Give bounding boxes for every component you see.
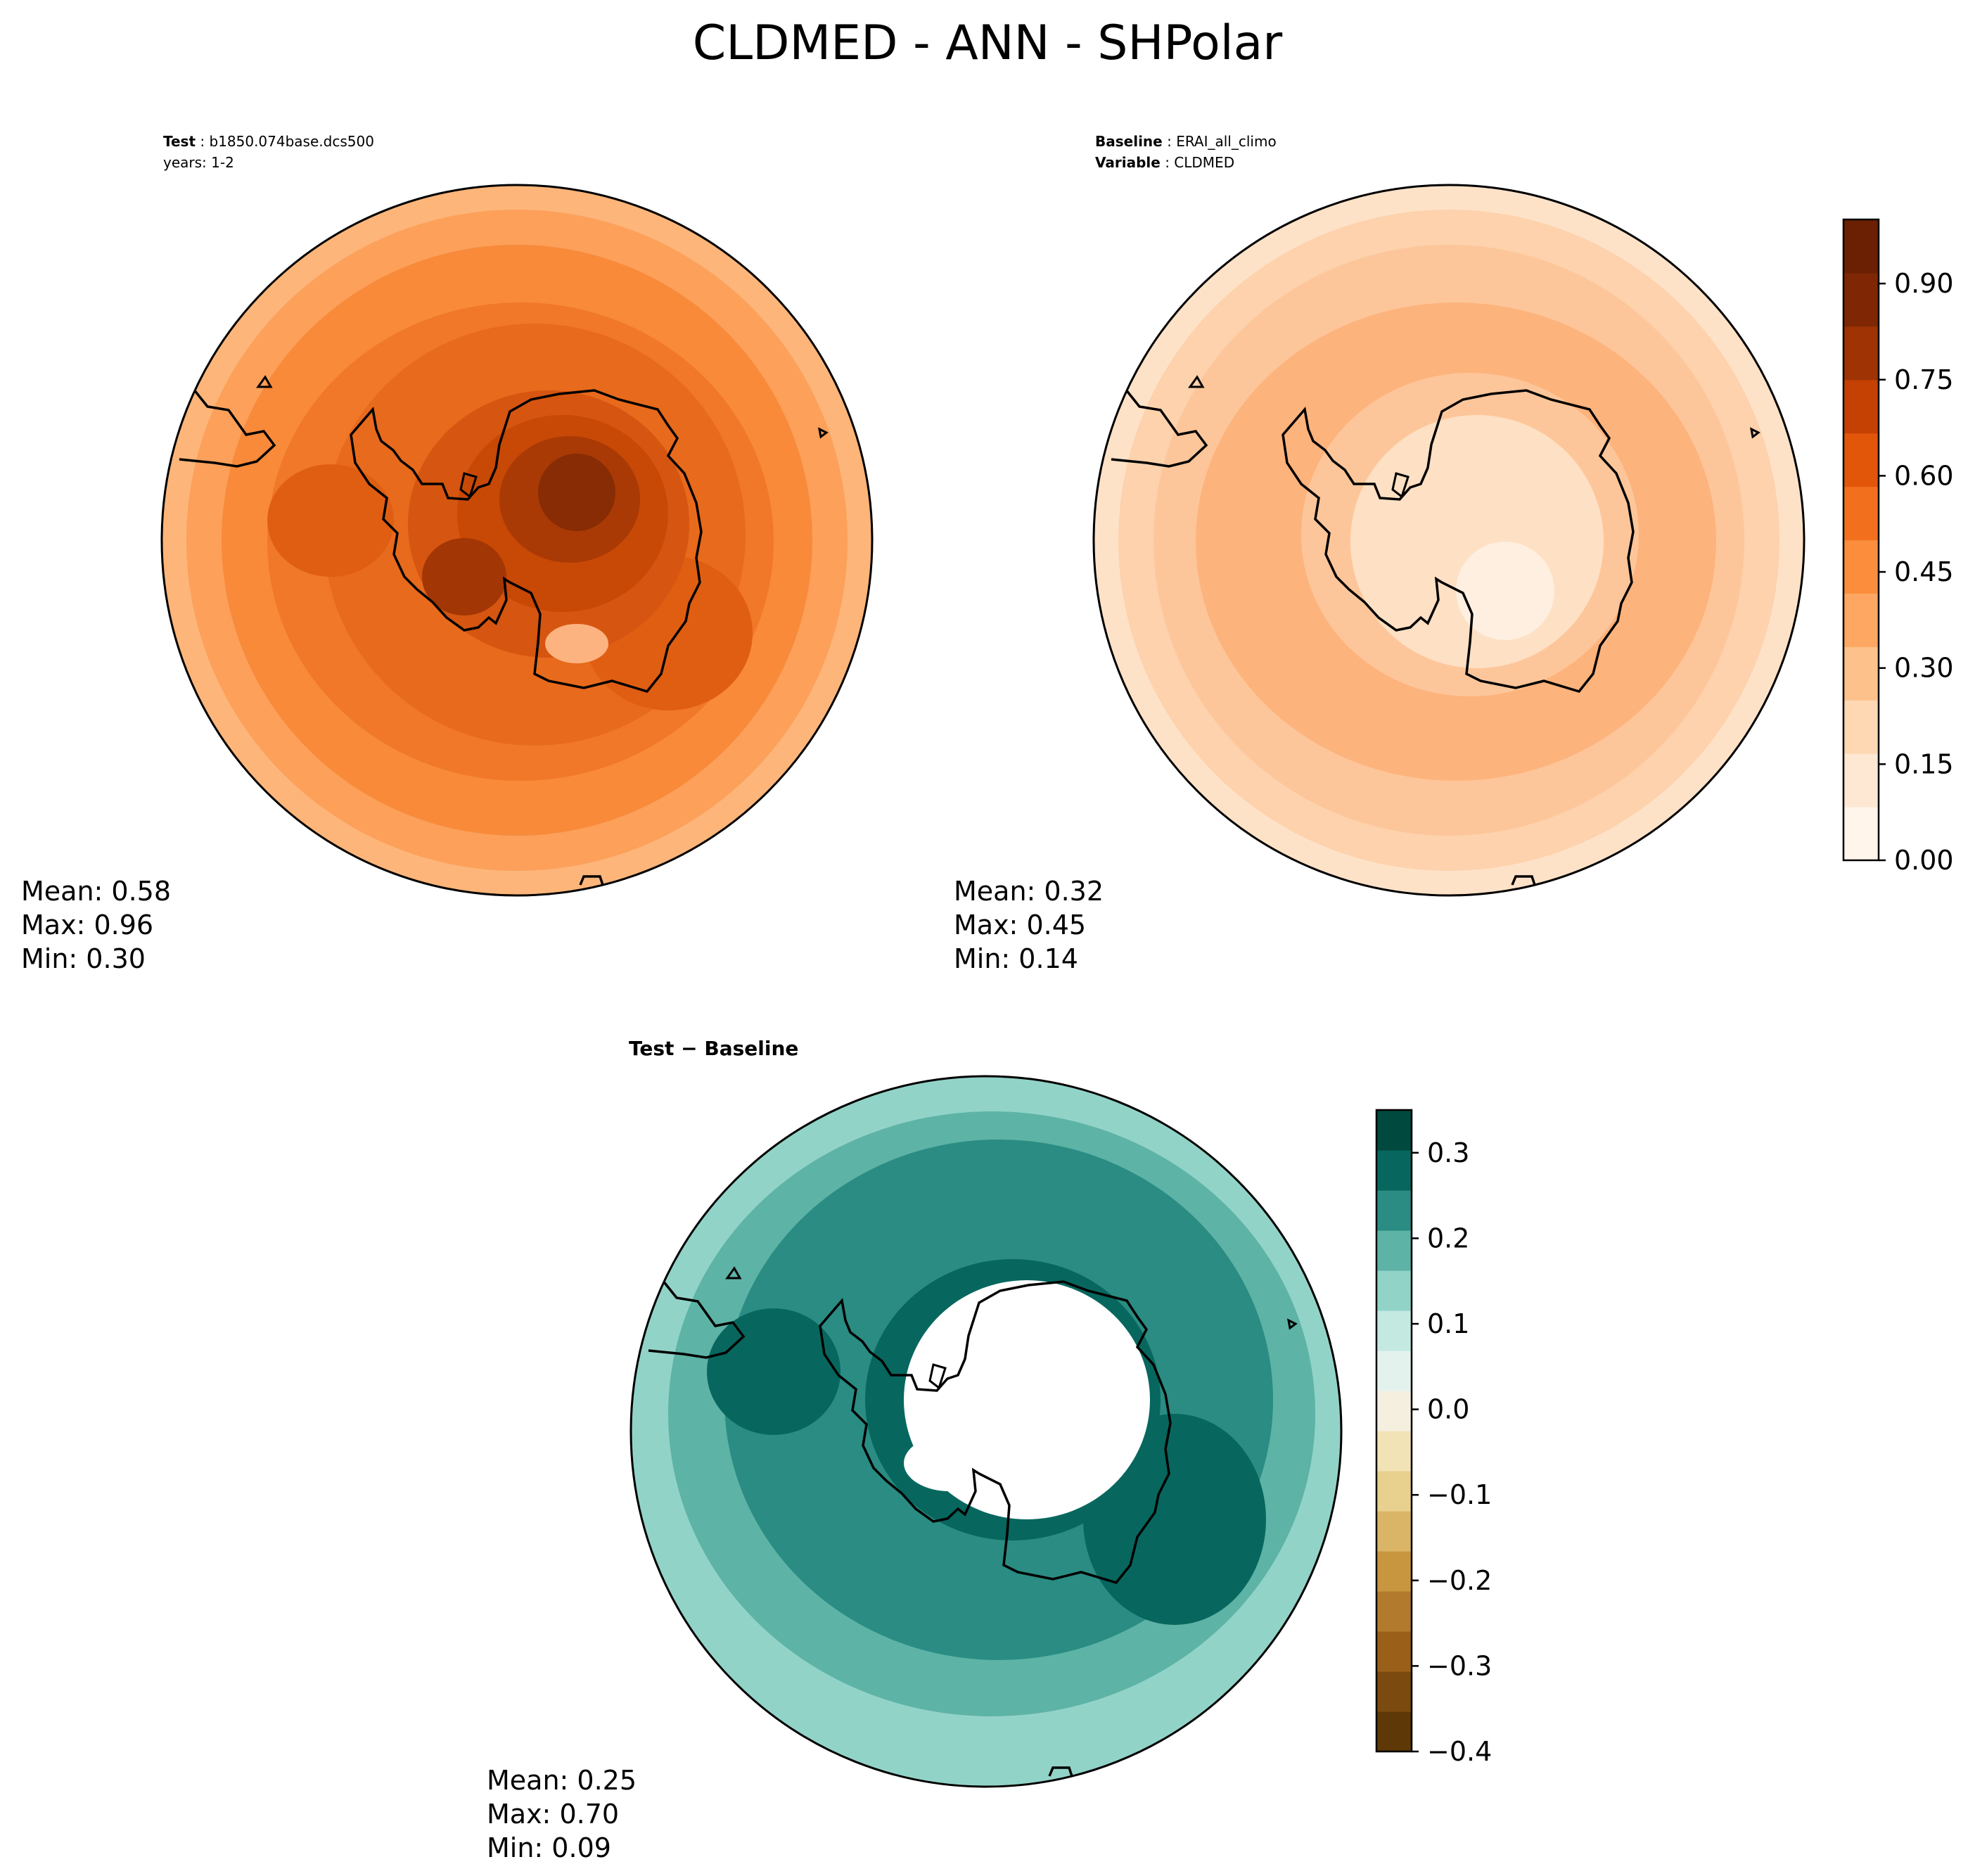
baseline-colorbar-segment	[1843, 326, 1879, 381]
baseline-label-value: ERAI_all_climo	[1176, 133, 1277, 150]
test-label-key: Test	[163, 133, 196, 150]
baseline-colorbar-tick-label: 0.00	[1894, 845, 1954, 876]
baseline-colorbar-segment	[1843, 753, 1879, 808]
diff-map	[631, 1076, 1341, 1787]
test-years: years: 1-2	[163, 154, 234, 171]
baseline-colorbar-segment	[1843, 593, 1879, 647]
test-header: Test : b1850.074base.dcs500 years: 1-2	[163, 133, 374, 171]
test-label-value: b1850.074base.dcs500	[209, 133, 374, 150]
baseline-colorbar-tick-label: 0.90	[1894, 268, 1954, 299]
diff-max: Max: 0.70	[487, 1799, 620, 1830]
baseline-colorbar-segment	[1843, 219, 1879, 274]
diff-colorbar-segment	[1376, 1190, 1412, 1231]
diff-colorbar-segment	[1376, 1150, 1412, 1191]
baseline-map-frame	[1092, 184, 1805, 897]
diff-colorbar-segment	[1376, 1310, 1412, 1351]
baseline-max: Max: 0.45	[954, 910, 1087, 940]
test-map-frame	[160, 184, 874, 897]
test-mean: Mean: 0.58	[21, 876, 172, 907]
baseline-colorbar: 0.00 0.15 0.30 0.45 0.60 0.75 0.90	[1842, 218, 1954, 876]
test-min: Min: 0.30	[21, 943, 146, 974]
diff-colorbar-tick-label: −0.4	[1427, 1736, 1492, 1767]
diff-stats: Mean: 0.25 Max: 0.70 Min: 0.09	[487, 1763, 637, 1865]
diff-header: Test − Baseline	[629, 1037, 799, 1060]
diff-colorbar-segment	[1376, 1631, 1412, 1672]
diff-colorbar-tick-label: −0.3	[1427, 1650, 1492, 1681]
diff-colorbar-segment	[1376, 1351, 1412, 1391]
baseline-min: Min: 0.14	[954, 943, 1078, 974]
baseline-header: Baseline : ERAI_all_climo Variable : CLD…	[1095, 133, 1277, 171]
test-field-light	[545, 624, 608, 663]
baseline-label-key: Baseline	[1095, 133, 1163, 150]
diff-colorbar: −0.4 −0.3 −0.2 −0.1 0.0 0.1 0.2 0.3	[1375, 1109, 1492, 1767]
baseline-colorbar-segment	[1843, 272, 1879, 327]
baseline-stats: Mean: 0.32 Max: 0.45 Min: 0.14	[954, 874, 1104, 976]
test-max: Max: 0.96	[21, 910, 154, 940]
baseline-colorbar-segment	[1843, 646, 1879, 701]
test-field-band9	[422, 538, 506, 615]
diff-colorbar-tick-label: −0.2	[1427, 1565, 1492, 1596]
diff-colorbar-tick-label: 0.0	[1427, 1394, 1469, 1425]
diff-map-frame	[629, 1075, 1343, 1788]
baseline-mean: Mean: 0.32	[954, 876, 1104, 907]
diff-colorbar-segment	[1376, 1230, 1412, 1271]
diff-colorbar-segment	[1376, 1110, 1412, 1151]
baseline-field-light	[1456, 542, 1554, 640]
diff-colorbar-tick-label: 0.1	[1427, 1308, 1469, 1339]
baseline-colorbar-segment	[1843, 433, 1879, 487]
baseline-colorbar-segment	[1843, 807, 1879, 861]
baseline-colorbar-segment	[1843, 379, 1879, 434]
diff-field-interior-west	[904, 1435, 995, 1491]
baseline-colorbar-tick-label: 0.60	[1894, 460, 1954, 491]
diff-colorbar-segment	[1376, 1391, 1412, 1431]
baseline-colorbar-tick-label: 0.15	[1894, 748, 1954, 779]
diff-colorbar-segment	[1376, 1551, 1412, 1592]
baseline-colorbar-segment	[1843, 540, 1879, 594]
baseline-map	[1094, 185, 1804, 895]
diff-colorbar-tick-label: −0.1	[1427, 1479, 1492, 1510]
diff-colorbar-frame	[1375, 1109, 1413, 1753]
baseline-var-key: Variable	[1095, 154, 1161, 171]
baseline-colorbar-segment	[1843, 486, 1879, 541]
diff-colorbar-segment	[1376, 1431, 1412, 1472]
diff-mean: Mean: 0.25	[487, 1765, 637, 1796]
diff-colorbar-tick-label: 0.3	[1427, 1137, 1469, 1168]
diff-min: Min: 0.09	[487, 1832, 611, 1863]
diff-colorbar-segment	[1376, 1511, 1412, 1552]
baseline-colorbar-tick-label: 0.75	[1894, 364, 1954, 395]
test-map	[162, 185, 872, 895]
diff-colorbar-segment	[1376, 1270, 1412, 1311]
figure-title: CLDMED - ANN - SHPolar	[692, 15, 1283, 71]
baseline-var-value: CLDMED	[1174, 154, 1235, 171]
baseline-colorbar-tick-label: 0.30	[1894, 653, 1954, 684]
baseline-colorbar-segment	[1843, 700, 1879, 754]
diff-colorbar-segment	[1376, 1711, 1412, 1752]
test-field-patch-west	[267, 464, 394, 577]
diff-colorbar-tick-label: 0.2	[1427, 1223, 1469, 1253]
diff-colorbar-segment	[1376, 1671, 1412, 1712]
baseline-colorbar-tick-label: 0.45	[1894, 556, 1954, 587]
diff-colorbar-segment	[1376, 1471, 1412, 1512]
baseline-colorbar-frame	[1842, 218, 1880, 862]
test-field-band8	[538, 454, 615, 531]
diff-colorbar-segment	[1376, 1591, 1412, 1632]
test-stats: Mean: 0.58 Max: 0.96 Min: 0.30	[21, 874, 171, 976]
